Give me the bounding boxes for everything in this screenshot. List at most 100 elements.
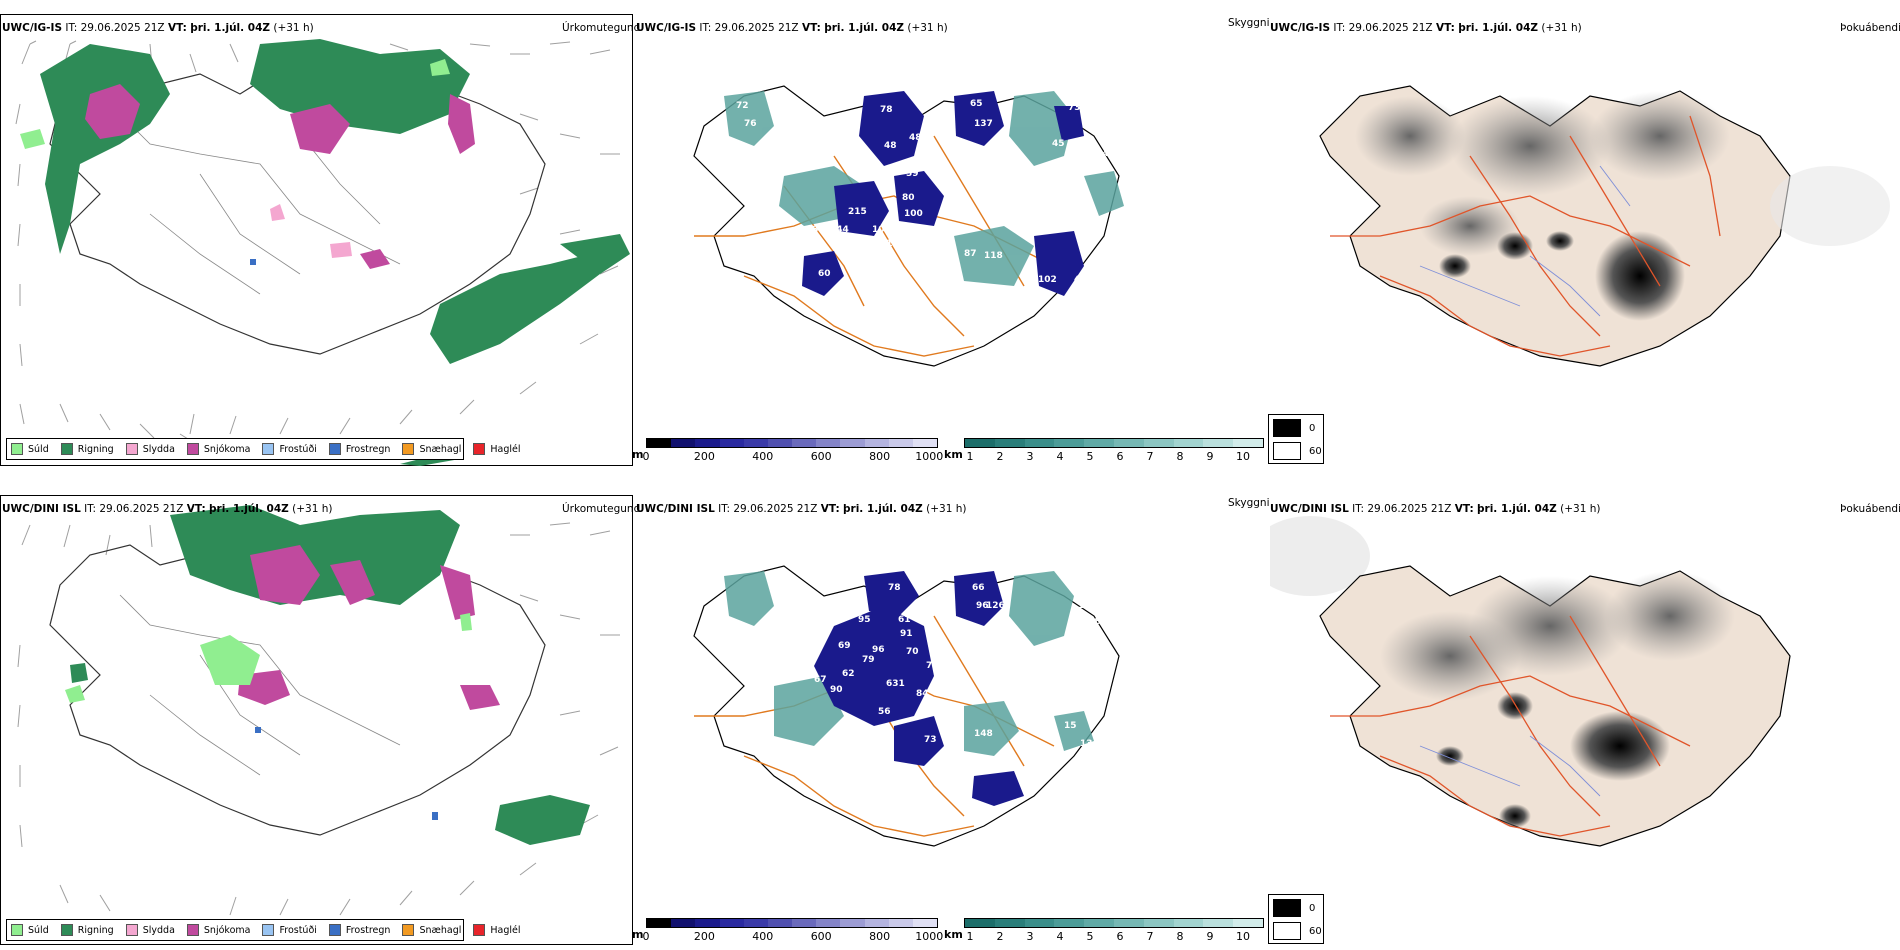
- cloud-label: 13: [1080, 739, 1093, 749]
- it-value: 29.06.2025 21Z: [99, 503, 184, 515]
- height-tick: 400: [752, 930, 774, 943]
- legend-swatch: [186, 443, 199, 455]
- precip-panel-top: Súld Rigning Slydda Snjókoma Frostúði Fr…: [0, 14, 633, 466]
- lead-time: (+31 h): [273, 22, 314, 34]
- vis-colorbar: [964, 438, 1264, 448]
- cloud-label: 69: [838, 641, 851, 651]
- cloud-label: 70: [906, 647, 919, 657]
- fog-panel-bottom: [1270, 516, 1900, 916]
- fog-legend-row: 60: [1269, 441, 1323, 461]
- cloud-label: 244: [830, 225, 849, 235]
- panel-title-cloudbase: Skyggni: [1228, 497, 1270, 509]
- vis-colorbar-top: km 1 2 3 4 5 6 7 8 9 10: [944, 438, 1264, 463]
- cloud-label: 631: [886, 679, 905, 689]
- cloud-label: 48: [909, 133, 922, 143]
- lead-time: (+31 h): [907, 22, 948, 34]
- cloud-label: 80: [902, 193, 915, 203]
- vis-tick: 5: [1086, 450, 1094, 463]
- fog-swatch: [1273, 899, 1301, 917]
- fog-legend-bottom: 0 60: [1268, 894, 1324, 944]
- it-value: 29.06.2025 21Z: [1348, 22, 1433, 34]
- height-tick: 0: [642, 450, 650, 463]
- height-tick: 800: [869, 450, 891, 463]
- it-value: 29.06.2025 21Z: [714, 22, 799, 34]
- vis-tick: 5: [1086, 930, 1094, 943]
- fog-map-top: [1319, 85, 1890, 367]
- vt-label: VT:: [801, 22, 821, 34]
- vt-value: þri. 1.júl. 04Z: [190, 22, 271, 34]
- vis-tick: 3: [1026, 930, 1034, 943]
- cloud-label: 61: [898, 615, 911, 625]
- cloud-label: 96: [976, 601, 989, 611]
- cloud-label: 60: [818, 269, 831, 279]
- cloud-label: 65: [970, 99, 983, 109]
- cloud-label: 42: [1074, 275, 1087, 285]
- cloud-label: 215: [848, 207, 867, 217]
- cloud-label: 78: [888, 583, 901, 593]
- cloud-label: 148: [974, 729, 993, 739]
- model-name: UWC/DINI ISL: [636, 503, 715, 515]
- cloud-label: 76: [744, 119, 757, 129]
- height-unit: m: [632, 928, 644, 941]
- vt-value: þri. 1.júl. 04Z: [824, 22, 905, 34]
- legend-item-haglel: Haglél: [473, 924, 521, 936]
- cloud-panel-bottom: 66 78 96 81 126 100 208 95 61 91 69 96 7…: [634, 516, 1269, 916]
- vis-unit: km: [944, 928, 963, 941]
- precip-type-legend: Súld Rigning Slydda Snjókoma Frostúði Fr…: [6, 438, 521, 460]
- legend-swatch: [328, 924, 341, 936]
- cloud-label: 118: [984, 251, 1003, 261]
- it-value: 29.06.2025 21Z: [80, 22, 165, 34]
- precip-map-frame: [0, 14, 633, 466]
- fog-swatch: [1273, 922, 1301, 940]
- cloud-label: 100: [1078, 601, 1097, 611]
- it-value: 29.06.2025 21Z: [1367, 503, 1452, 515]
- cloud-label: 48: [852, 721, 865, 731]
- panel-title-fog: Þokuábendi: [1840, 503, 1900, 515]
- cloud-label: 19: [994, 175, 1007, 185]
- legend-swatch: [473, 443, 486, 455]
- cloud-label: 137: [974, 119, 993, 129]
- height-colorbar: [646, 438, 938, 448]
- fog-legend-label: 60: [1309, 925, 1322, 937]
- vt-label: VT:: [167, 22, 187, 34]
- vis-unit: km: [944, 448, 963, 461]
- legend-item-frostregn: Frostregn: [328, 443, 390, 455]
- vis-tick: 8: [1176, 450, 1184, 463]
- cloud-label: 109: [998, 213, 1017, 223]
- vis-tick: 7: [1146, 930, 1154, 943]
- cloud-label: 56: [878, 707, 891, 717]
- it-label: IT:: [1352, 503, 1365, 515]
- vis-tick: 9: [1206, 930, 1214, 943]
- lead-time: (+31 h): [926, 503, 967, 515]
- height-colorbar-bottom: m 0 200 400 600 800 1000: [632, 918, 943, 943]
- it-label: IT:: [1333, 22, 1346, 34]
- cloud-label: 18: [869, 174, 882, 184]
- cloud-label: 90: [830, 685, 843, 695]
- legend-item-snjokoma: Snjókoma: [186, 924, 250, 936]
- lead-time: (+31 h): [292, 503, 333, 515]
- it-label: IT:: [699, 22, 712, 34]
- vis-tick: 6: [1116, 930, 1124, 943]
- legend-swatch: [402, 924, 415, 936]
- height-tick: 600: [810, 450, 832, 463]
- vis-colorbar: [964, 918, 1264, 928]
- vis-tick: 1: [966, 450, 974, 463]
- legend-item-rigning: Rigning: [60, 924, 114, 936]
- vt-label: VT:: [820, 503, 840, 515]
- cloud-labels-top: 72 76 78 48 48 45 73 65 137 17 164 18 59…: [736, 99, 1109, 331]
- cloud-label: 81: [1078, 579, 1091, 589]
- cloud-map-top: 72 76 78 48 48 45 73 65 137 17 164 18 59…: [693, 85, 1124, 367]
- legend-item-haglel: Haglél: [473, 443, 521, 455]
- fog-legend-row: 0: [1269, 418, 1323, 438]
- height-tick: 1000: [915, 930, 944, 943]
- header-top-precip: UWC/IG-IS IT: 29.06.2025 21Z VT: þri. 1.…: [2, 22, 314, 34]
- header-bottom-fog: UWC/DINI ISL IT: 29.06.2025 21Z VT: þri.…: [1270, 503, 1600, 515]
- legend-swatch: [11, 443, 23, 455]
- vt-label: VT:: [1435, 22, 1455, 34]
- lead-time: (+31 h): [1541, 22, 1582, 34]
- cloud-label: 95: [858, 615, 871, 625]
- header-bottom-cloud: UWC/DINI ISL IT: 29.06.2025 21Z VT: þri.…: [636, 503, 966, 515]
- model-name: UWC/IG-IS: [1270, 22, 1331, 34]
- height-tick: 800: [869, 930, 891, 943]
- cloud-label: 59: [906, 169, 919, 179]
